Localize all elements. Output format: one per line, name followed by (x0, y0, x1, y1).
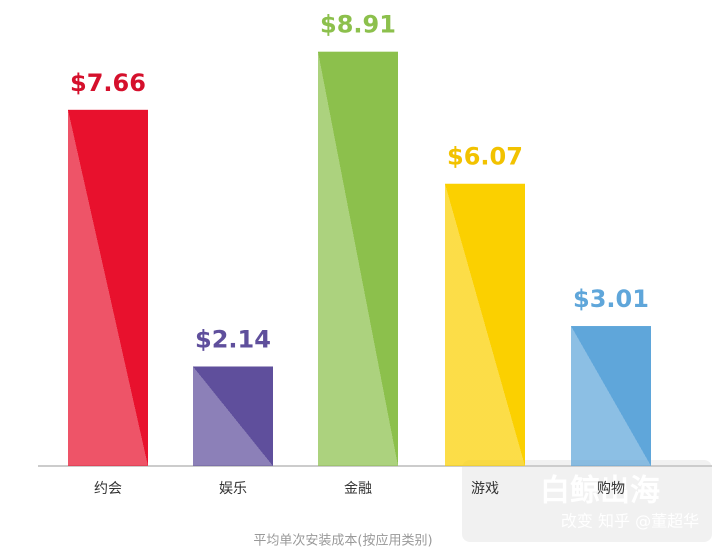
value-label: $6.07 (447, 143, 523, 171)
watermark-box (462, 460, 712, 542)
value-label: $2.14 (195, 325, 271, 353)
x-tick-label: 游戏 (471, 481, 499, 497)
watermark: 白鲸出海 改变 知乎 @董超华 (462, 460, 712, 542)
x-tick-label: 金融 (344, 481, 372, 497)
x-tick-label: 娱乐 (219, 481, 247, 497)
bar (318, 51, 398, 467)
value-label: $3.01 (573, 285, 649, 313)
bar (68, 109, 148, 466)
x-tick-label: 购物 (597, 481, 625, 497)
value-label: $7.66 (70, 69, 146, 97)
watermark-text: 改变 知乎 @董超华 (561, 512, 699, 531)
bar (571, 326, 651, 466)
x-tick-label: 约会 (94, 481, 122, 497)
value-label: $8.91 (320, 11, 396, 39)
bar (193, 366, 273, 466)
x-axis-label: 平均单次安装成本(按应用类别) (253, 533, 432, 549)
bar (445, 183, 525, 466)
watermark-text: 白鲸出海 (540, 474, 660, 509)
